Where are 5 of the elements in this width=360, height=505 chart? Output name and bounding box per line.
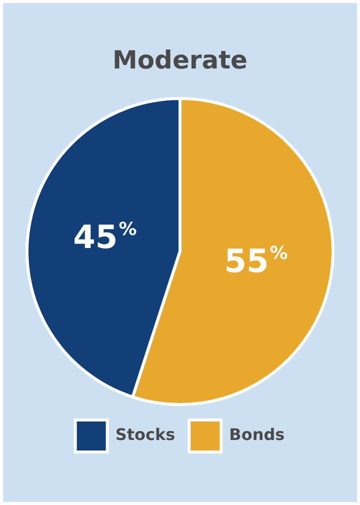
chart-title: Moderate — [112, 46, 248, 74]
data-label: 45% — [73, 218, 137, 256]
legend-label: Stocks — [115, 425, 176, 444]
legend-label: Bonds — [229, 425, 285, 444]
data-label: 55% — [224, 242, 288, 280]
